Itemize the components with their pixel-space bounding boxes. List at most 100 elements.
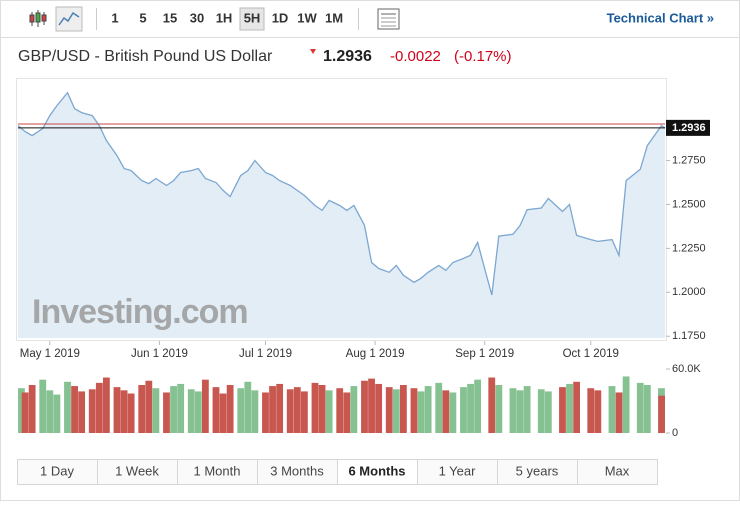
interval-button[interactable]: 15 (163, 10, 177, 25)
volume-bar (71, 386, 78, 433)
volume-bar (385, 387, 393, 433)
volume-bar (336, 388, 344, 433)
volume-bar (311, 382, 319, 433)
range-tab[interactable] (417, 459, 498, 485)
range-tab[interactable] (497, 459, 578, 485)
range-tab-label[interactable]: 5 years (516, 463, 559, 478)
volume-bar (293, 387, 301, 433)
volume-bar (187, 389, 195, 433)
volume-bar (361, 380, 368, 433)
range-tab-label[interactable]: Max (605, 463, 630, 478)
volume-bar (46, 390, 54, 433)
volume-bar (368, 378, 375, 433)
volume-bar (658, 395, 665, 433)
volume-bar (566, 383, 573, 433)
volume-bar (244, 381, 252, 433)
volume-bar (488, 377, 496, 433)
last-price: 1.2936 (323, 48, 372, 65)
volume-bar (509, 388, 517, 433)
candle-icon[interactable] (29, 10, 47, 27)
volume-bar (95, 382, 103, 433)
volume-bar (226, 385, 234, 433)
table-icon[interactable] (377, 8, 400, 30)
volume-tick-label: 0 (672, 427, 678, 439)
volume-bar (163, 392, 170, 433)
volume-bar (594, 390, 602, 433)
x-tick-label: Oct 1 2019 (563, 348, 619, 360)
volume-bar (53, 394, 61, 433)
range-tab[interactable] (257, 459, 338, 485)
technical-chart-link[interactable]: Technical Chart » (607, 10, 714, 25)
volume-bar (177, 383, 185, 433)
volume-bar (424, 386, 432, 433)
interval-button[interactable]: 1 (111, 10, 118, 25)
volume-bar (219, 393, 227, 433)
instrument-title: GBP/USD - British Pound US Dollar (18, 48, 273, 65)
interval-button[interactable]: 30 (190, 10, 204, 25)
volume-bar (587, 388, 595, 433)
volume-bar (127, 393, 135, 433)
volume-bar (88, 389, 96, 433)
y-tick-label: 1.2000 (672, 286, 706, 298)
volume-bar (399, 385, 407, 433)
range-tab-label[interactable]: 1 Month (194, 463, 241, 478)
down-arrow (310, 49, 316, 54)
range-tab-label[interactable]: 1 Day (40, 463, 74, 478)
range-tab[interactable] (97, 459, 178, 485)
range-tab-label[interactable]: 3 Months (270, 463, 324, 478)
volume-bar (460, 387, 467, 433)
watermark: Investing.com (32, 293, 248, 331)
volume-bar (120, 390, 128, 433)
volume-bar (300, 391, 308, 433)
interval-button[interactable]: 5H (244, 10, 261, 25)
interval-button[interactable]: 1H (216, 10, 233, 25)
interval-button[interactable]: 1M (325, 10, 343, 25)
volume-bar (18, 388, 25, 433)
range-tab[interactable] (17, 459, 98, 485)
x-tick-label: Jun 1 2019 (131, 348, 188, 360)
range-tab[interactable] (577, 459, 658, 485)
volume-bar (559, 387, 566, 433)
interval-button[interactable]: 5 (139, 10, 146, 25)
volume-bar (276, 383, 284, 433)
interval-button[interactable]: 1W (297, 10, 317, 25)
y-tick-label: 1.2250 (672, 242, 706, 254)
volume-bar (78, 391, 86, 433)
last-price-label: 1.2936 (672, 122, 706, 134)
volume-bar (442, 390, 450, 433)
x-tick-label: May 1 2019 (20, 348, 80, 360)
price-change-percent: (-0.17%) (454, 48, 512, 65)
volume-bar (573, 381, 581, 433)
volume-bar (318, 385, 326, 433)
volume-bar (21, 392, 29, 433)
volume-bar (410, 388, 418, 433)
price-area (18, 92, 665, 338)
volume-bar (636, 382, 644, 433)
volume-bar (435, 382, 443, 433)
volume-bar (449, 392, 457, 433)
price-change: -0.0022 (390, 48, 441, 65)
volume-bar (375, 383, 383, 433)
volume-bar (286, 389, 294, 433)
volume-bar (28, 385, 36, 433)
range-tab-label[interactable]: 1 Week (115, 463, 159, 478)
line-icon-glyph (58, 11, 80, 26)
volume-bar (350, 386, 358, 433)
plot: 1.1750 1.2000 1.2250 1.2500 1.2750 May 1 2019… (17, 91, 710, 439)
volume-bar (325, 390, 333, 433)
volume-bar (102, 377, 110, 433)
range-tab-label[interactable]: 6 Months (348, 463, 405, 478)
volume-bar (269, 386, 276, 433)
x-tick-label: Aug 1 2019 (346, 348, 405, 360)
range-tab-label[interactable]: 1 Year (439, 463, 477, 478)
volume-bar (608, 386, 616, 433)
volume-bar (170, 386, 177, 433)
volume-bar (152, 388, 160, 433)
volume-bar (145, 380, 153, 433)
interval-button[interactable]: 1D (272, 10, 289, 25)
volume-bar (251, 390, 259, 433)
y-tick-label: 1.2750 (672, 154, 706, 166)
x-tick-label: Jul 1 2019 (239, 348, 292, 360)
volume-bar (138, 385, 146, 433)
